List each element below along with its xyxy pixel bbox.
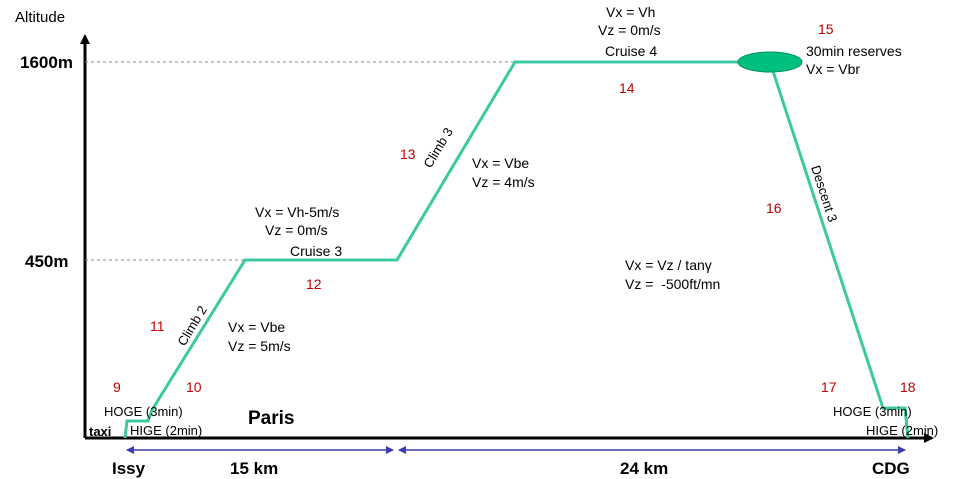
step-number: 17 [821, 379, 837, 395]
speed-label: Vz = 0m/s [265, 222, 328, 238]
speed-label: Vx = Vh [606, 4, 655, 20]
speed-label: Vz = 5m/s [228, 338, 291, 354]
phase-label: 30min reserves [806, 43, 902, 59]
speed-label: Vx = Vz / tanγ [625, 257, 712, 273]
step-number: 9 [113, 379, 121, 395]
step-number: 14 [619, 80, 635, 96]
phase-label: Cruise 3 [290, 243, 342, 259]
speed-label: Vx = Vh-5m/s [255, 204, 339, 220]
speed-label: Vz = 4m/s [472, 174, 535, 190]
altitude-label: 1600m [20, 53, 73, 72]
phase-label: HIGE (2min) [866, 423, 938, 438]
step-number: 13 [400, 146, 416, 162]
phase-label: Climb 3 [420, 125, 456, 171]
step-number: 18 [900, 379, 916, 395]
phase-label: taxi [89, 424, 111, 439]
distance-label: 24 km [620, 459, 668, 478]
phase-label: HOGE (3min) [104, 404, 183, 419]
altitude-label: 450m [25, 252, 68, 271]
reserve-marker [737, 51, 803, 73]
step-number: 10 [186, 379, 202, 395]
y-axis-label: Altitude [15, 9, 65, 26]
phase-label: HOGE (3min) [833, 404, 912, 419]
speed-label: Vx = Vbe [228, 319, 285, 335]
phase-label: Cruise 4 [605, 43, 657, 59]
step-number: 16 [766, 200, 782, 216]
step-number: 11 [150, 318, 165, 334]
phase-label: HIGE (2min) [130, 423, 202, 438]
origin-label: Issy [112, 459, 146, 478]
speed-label: Vx = Vbr [806, 61, 860, 77]
step-number: 12 [306, 276, 322, 292]
city-label: Paris [248, 408, 294, 429]
destination-label: CDG [872, 459, 910, 478]
speed-label: Vz = 0m/s [598, 22, 661, 38]
speed-label: Vz = -500ft/mn [625, 276, 720, 292]
flight-path [123, 60, 910, 439]
step-number: 15 [818, 21, 834, 37]
distance-label: 15 km [230, 459, 278, 478]
speed-label: Vx = Vbe [472, 155, 529, 171]
